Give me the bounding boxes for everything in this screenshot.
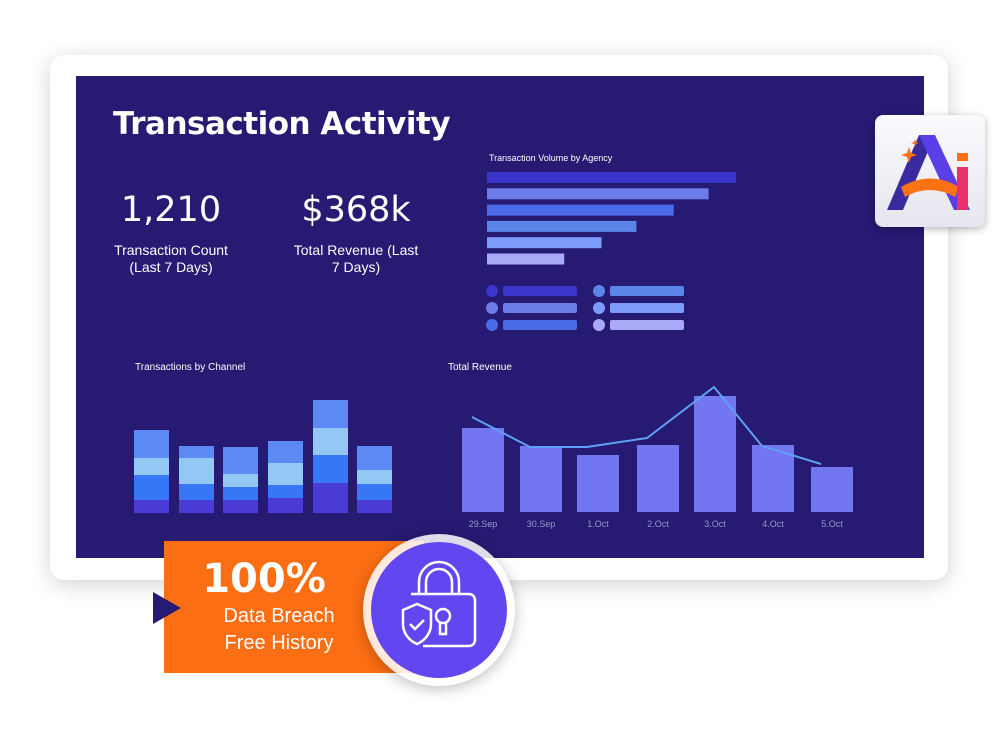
page-title: Transaction Activity — [113, 106, 451, 142]
channel-bar-segment — [223, 500, 258, 513]
stat-value: $368k — [301, 190, 411, 230]
x-tick-label: 5.Oct — [821, 519, 843, 529]
legend-dot — [593, 319, 605, 331]
legend-label-bar — [503, 303, 577, 313]
channel-bar-segment — [134, 430, 169, 458]
channel-bar-segment — [357, 446, 392, 470]
x-tick-label: 1.Oct — [587, 519, 609, 529]
channel-bar-segment — [357, 470, 392, 484]
agency-bar — [487, 188, 709, 200]
stat-label: (Last 7 Days) — [129, 259, 213, 275]
agency-chart-title: Transaction Volume by Agency — [489, 153, 613, 163]
channel-bar-segment — [223, 487, 258, 500]
channel-bar-segment — [313, 428, 348, 455]
channel-bar-segment — [134, 475, 169, 500]
revenue-chart-title: Total Revenue — [448, 362, 512, 373]
legend-label-bar — [610, 303, 684, 313]
play-triangle-icon — [153, 592, 181, 624]
channel-bar-segment — [223, 474, 258, 487]
channel-bar-segment — [179, 484, 214, 500]
legend-label-bar — [503, 320, 577, 330]
revenue-bar — [520, 446, 562, 512]
badge-line2: Free History — [224, 632, 334, 654]
x-tick-label: 29.Sep — [468, 519, 498, 529]
revenue-bar — [577, 455, 619, 512]
agency-bar — [487, 253, 565, 265]
channel-bar-segment — [313, 455, 348, 483]
x-tick-label: 3.Oct — [704, 519, 726, 529]
channel-bar-segment — [357, 500, 392, 513]
revenue-line — [471, 385, 822, 465]
stat-value: 1,210 — [120, 190, 222, 230]
ai-logo — [875, 115, 985, 227]
channel-bar-segment — [179, 458, 214, 484]
channel-chart-title: Transactions by Channel — [135, 362, 246, 373]
legend-dot — [593, 302, 605, 314]
channel-bar-segment — [179, 500, 214, 513]
revenue-bar — [462, 428, 504, 512]
channel-bar-segment — [313, 483, 348, 513]
channel-bar-segment — [268, 441, 303, 463]
revenue-bar — [811, 467, 853, 512]
lock-badge — [371, 542, 507, 678]
channel-bar-segment — [357, 484, 392, 500]
x-tick-label: 30.Sep — [526, 519, 556, 529]
channel-bar-segment — [313, 400, 348, 428]
stat-label: Total Revenue (Last — [293, 242, 419, 258]
stat-total-revenue: $368k Total Revenue (Last 7 Days) — [266, 190, 446, 276]
channel-bar-segment — [268, 463, 303, 485]
legend-dot — [593, 285, 605, 297]
legend-dot — [486, 302, 498, 314]
legend-label-bar — [610, 286, 684, 296]
ai-logo-icon — [887, 135, 970, 210]
stat-transaction-count: 1,210 Transaction Count (Last 7 Days) — [81, 190, 261, 276]
agency-bar — [487, 172, 736, 183]
channel-bar-segment — [179, 446, 214, 458]
channel-bar-segment — [134, 500, 169, 513]
revenue-bar — [637, 445, 679, 512]
lock-shield-icon — [401, 560, 477, 648]
badge-percent: 100% — [202, 556, 326, 602]
revenue-bar — [752, 445, 794, 512]
channel-bar-segment — [134, 458, 169, 475]
legend-label-bar — [503, 286, 577, 296]
badge-line1: Data Breach — [223, 605, 335, 627]
x-tick-label: 2.Oct — [647, 519, 669, 529]
channel-bar-segment — [223, 447, 258, 474]
x-tick-label: 4.Oct — [762, 519, 784, 529]
agency-bar — [487, 237, 602, 249]
legend-dot — [486, 319, 498, 331]
agency-bar — [487, 204, 674, 216]
stat-label: Transaction Count — [114, 242, 228, 258]
agency-bar — [487, 220, 637, 232]
stat-label: 7 Days) — [331, 259, 381, 275]
legend-label-bar — [610, 320, 684, 330]
revenue-bar — [694, 396, 736, 512]
channel-bar-segment — [268, 485, 303, 498]
channel-bar-segment — [268, 498, 303, 513]
legend-dot — [486, 285, 498, 297]
